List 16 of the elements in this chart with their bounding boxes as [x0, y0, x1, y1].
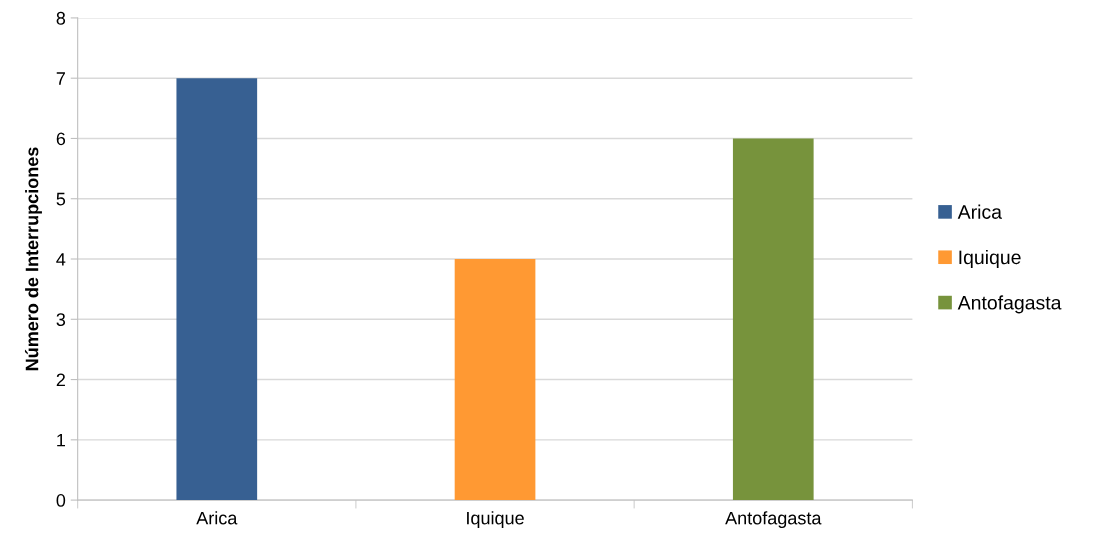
y-tick-label: 5 [56, 192, 66, 206]
x-tick-label: Arica [196, 511, 238, 525]
y-tick-label: 6 [56, 132, 66, 146]
y-axis-title: Número de Interrupciones [24, 147, 42, 371]
legend-label: Arica [957, 204, 1002, 219]
legend-label: Antofagasta [957, 295, 1062, 314]
y-tick-label: 2 [56, 373, 65, 387]
y-tick-label: 3 [56, 313, 66, 326]
y-tick-label: 1 [57, 433, 65, 447]
x-tick-label: Antofagasta [725, 511, 822, 529]
y-tick-label: 8 [56, 11, 66, 25]
y-tick-label: 4 [56, 253, 66, 266]
y-tick-label: 7 [56, 72, 65, 85]
legend-label: Iquique [959, 249, 1021, 269]
x-tick-label: Iquique [467, 511, 524, 529]
y-tick-label: 0 [56, 494, 66, 507]
